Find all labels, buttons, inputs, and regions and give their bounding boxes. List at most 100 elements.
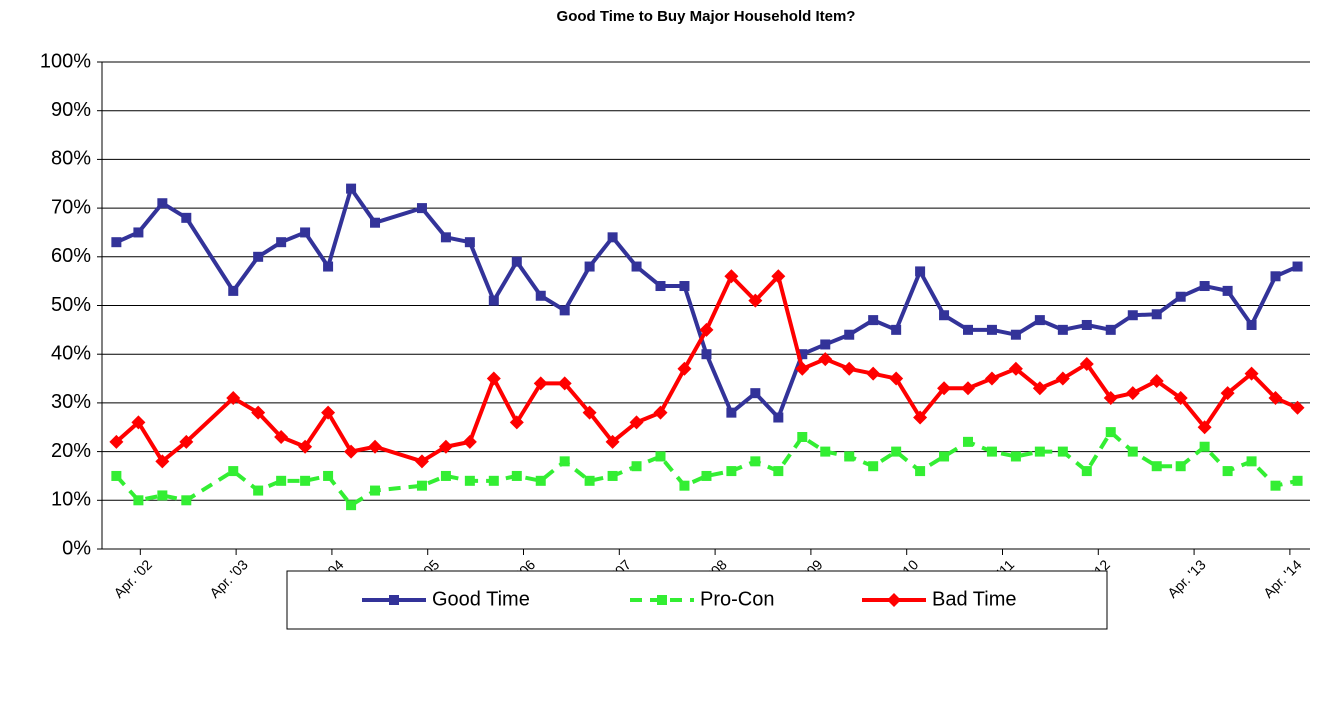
marker [655, 281, 666, 292]
marker [868, 315, 879, 326]
marker [605, 434, 620, 449]
marker [1246, 456, 1257, 467]
marker [344, 444, 359, 459]
marker [963, 324, 974, 335]
marker [913, 410, 928, 425]
marker [629, 415, 644, 430]
marker [750, 456, 761, 467]
marker [607, 232, 618, 243]
marker [1246, 319, 1257, 330]
marker [109, 434, 124, 449]
marker [1125, 386, 1140, 401]
marker [1055, 371, 1070, 386]
marker [1057, 446, 1068, 457]
marker [1270, 271, 1281, 282]
marker [1220, 386, 1235, 401]
marker [939, 451, 950, 462]
marker [915, 266, 926, 277]
marker [607, 470, 618, 481]
marker [414, 454, 429, 469]
marker [842, 361, 857, 376]
marker [368, 439, 383, 454]
marker [276, 475, 287, 486]
marker [276, 237, 287, 248]
marker [1149, 373, 1164, 388]
marker [1222, 466, 1233, 477]
marker [679, 281, 690, 292]
marker [181, 212, 192, 223]
marker [1010, 451, 1021, 462]
marker [986, 446, 997, 457]
y-tick-label: 20% [51, 440, 91, 462]
marker [701, 349, 712, 360]
marker [133, 227, 144, 238]
marker [559, 456, 570, 467]
marker [655, 451, 666, 462]
marker [111, 237, 122, 248]
marker [677, 361, 692, 376]
marker [179, 434, 194, 449]
chart-title: Good Time to Buy Major Household Item? [557, 8, 856, 25]
marker [228, 466, 239, 477]
marker [274, 429, 289, 444]
marker [889, 371, 904, 386]
marker [1197, 420, 1212, 435]
marker [486, 371, 501, 386]
series-line [115, 274, 1299, 464]
marker [631, 461, 642, 472]
marker [1105, 324, 1116, 335]
y-tick-label: 10% [51, 489, 91, 511]
x-tick-label: Apr. '03 [206, 556, 251, 601]
marker [797, 431, 808, 442]
marker [750, 388, 761, 399]
marker [509, 415, 524, 430]
y-tick-label: 0% [62, 537, 91, 559]
marker [1034, 446, 1045, 457]
y-tick-label: 90% [51, 99, 91, 121]
marker [157, 198, 168, 209]
marker [1079, 356, 1094, 371]
marker [1292, 261, 1303, 272]
marker [820, 339, 831, 350]
marker [370, 485, 381, 496]
y-tick-label: 30% [51, 391, 91, 413]
y-tick-label: 60% [51, 245, 91, 267]
marker [438, 439, 453, 454]
marker [488, 295, 499, 306]
marker [133, 495, 144, 506]
marker [1057, 324, 1068, 335]
marker [464, 237, 475, 248]
marker [679, 480, 690, 491]
marker [1268, 391, 1283, 406]
marker [488, 475, 499, 486]
x-tick-label: Apr. '14 [1260, 556, 1305, 601]
marker [323, 470, 334, 481]
marker [533, 376, 548, 391]
marker [440, 232, 451, 243]
marker [868, 461, 879, 472]
y-tick-label: 70% [51, 196, 91, 218]
marker [557, 376, 572, 391]
marker [181, 495, 192, 506]
marker [1008, 361, 1023, 376]
marker [321, 405, 336, 420]
marker [891, 324, 902, 335]
marker [511, 470, 522, 481]
marker [984, 371, 999, 386]
marker [1199, 281, 1210, 292]
marker [818, 352, 833, 367]
marker [440, 470, 451, 481]
marker [773, 466, 784, 477]
y-tick-label: 80% [51, 148, 91, 170]
marker [1010, 329, 1021, 340]
marker [773, 412, 784, 423]
marker [701, 470, 712, 481]
marker [724, 269, 739, 284]
marker [251, 405, 266, 420]
marker [389, 595, 399, 605]
marker [416, 480, 427, 491]
marker [1081, 466, 1092, 477]
marker [462, 434, 477, 449]
marker [253, 251, 264, 262]
